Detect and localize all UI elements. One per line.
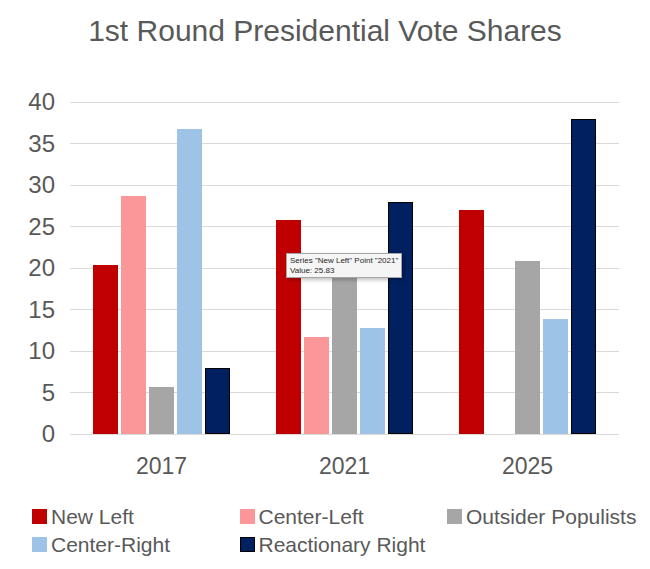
bar-new-left-2017[interactable] [93,265,118,434]
bar-center-right-2017[interactable] [177,129,202,434]
legend-label: Outsider Populists [466,505,636,529]
y-axis-label: 25 [0,215,55,239]
tooltip-value-line: Value: 25.83 [290,266,398,276]
gridline-30 [70,185,619,186]
gridline-35 [70,143,619,144]
legend-label: Center-Right [51,533,170,557]
bar-new-left-2021[interactable] [276,220,301,434]
bar-center-left-2017[interactable] [121,196,146,434]
y-axis-label: 35 [0,132,55,156]
legend-swatch-new-left [32,509,47,524]
y-axis-label: 30 [0,173,55,197]
x-axis-label-2017: 2017 [112,454,212,478]
bar-reactionary-right-2021[interactable] [388,202,413,434]
legend-swatch-outsider-populists [447,509,462,524]
y-axis-label: 20 [0,256,55,280]
bar-reactionary-right-2025[interactable] [571,119,596,434]
tooltip: Series "New Left" Point "2021" Value: 25… [286,253,402,278]
bar-new-left-2025[interactable] [459,210,484,434]
bar-reactionary-right-2017[interactable] [205,368,230,434]
gridline-25 [70,226,619,227]
bar-outsider-populists-2017[interactable] [149,387,174,434]
legend-item-new-left[interactable]: New Left [32,503,134,530]
y-axis-label: 10 [0,339,55,363]
x-axis-label-2025: 2025 [478,454,578,478]
y-axis-label: 0 [0,422,55,446]
y-axis-label: 15 [0,298,55,322]
gridline-40 [70,102,619,103]
legend-swatch-center-left [240,509,255,524]
bar-center-right-2025[interactable] [543,319,568,434]
legend-label: Reactionary Right [259,533,426,557]
bar-center-left-2021[interactable] [304,337,329,434]
legend-item-reactionary-right[interactable]: Reactionary Right [240,531,426,558]
legend-item-center-left[interactable]: Center-Left [240,503,364,530]
y-axis-label: 5 [0,381,55,405]
bar-outsider-populists-2025[interactable] [515,261,540,434]
chart: 1st Round Presidential Vote Shares 0 5 10 1… [0,0,650,569]
legend-item-outsider-populists[interactable]: Outsider Populists [447,503,636,530]
legend-swatch-center-right [32,537,47,552]
tooltip-series-line: Series "New Left" Point "2021" [290,256,398,266]
y-axis-label: 40 [0,90,55,114]
legend-label: Center-Left [259,505,364,529]
legend-label: New Left [51,505,134,529]
bar-center-right-2021[interactable] [360,328,385,434]
x-axis-label-2021: 2021 [295,454,395,478]
legend-swatch-reactionary-right [240,537,255,552]
chart-title: 1st Round Presidential Vote Shares [0,12,650,50]
legend-item-center-right[interactable]: Center-Right [32,531,170,558]
bar-outsider-populists-2021[interactable] [332,269,357,434]
